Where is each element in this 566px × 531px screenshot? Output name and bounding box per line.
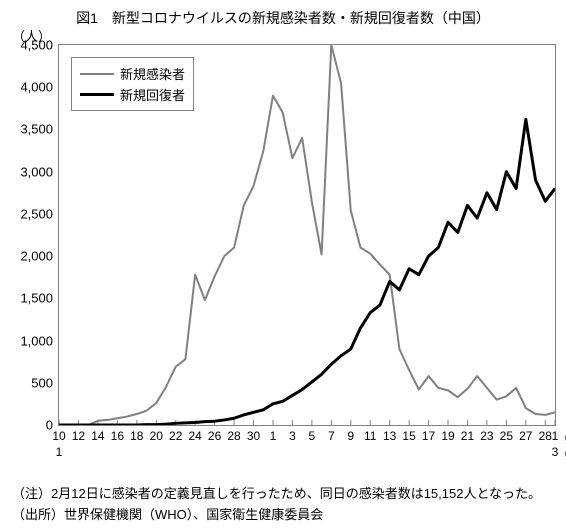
x-month-label: 1	[56, 445, 63, 459]
x-tick-label: 27	[519, 429, 532, 443]
x-tick-label: 1	[552, 429, 559, 443]
x-tick-label: 28	[539, 429, 552, 443]
legend-box: 新規感染者新規回復者	[71, 57, 194, 111]
y-tick-label: 3,500	[20, 122, 53, 137]
y-tick-label: 1,500	[20, 291, 53, 306]
x-tick-label: 15	[402, 429, 415, 443]
x-tick-label: 5	[309, 429, 316, 443]
note-line: （出所）世界保健機関（WHO）、国家衛生健康委員会	[12, 505, 541, 526]
chart-title: 図1 新型コロナウイルスの新規感染者数・新規回復者数（中国）	[0, 8, 566, 28]
x-tick-label: 10	[52, 429, 65, 443]
x-tick-label: 18	[130, 429, 143, 443]
x-tick-label: 7	[328, 429, 335, 443]
legend-label: 新規回復者	[120, 85, 185, 104]
x-tick-label: 13	[383, 429, 396, 443]
plot-area: 新規感染者新規回復者 （日） （月） 05001,0001,5002,0002,…	[58, 44, 556, 426]
x-tick-label: 22	[169, 429, 182, 443]
chart-notes: （注）2月12日に感染者の定義見直しを行ったため、同日の感染者数は15,152人…	[12, 484, 541, 526]
x-tick-label: 25	[500, 429, 513, 443]
x-month-label: 3	[552, 445, 559, 459]
x-tick-label: 17	[422, 429, 435, 443]
x-tick-label: 23	[480, 429, 493, 443]
note-line: （注）2月12日に感染者の定義見直しを行ったため、同日の感染者数は15,152人…	[12, 484, 541, 505]
x-tick-label: 19	[441, 429, 454, 443]
x-tick-label: 30	[247, 429, 260, 443]
x-tick-label: 12	[72, 429, 85, 443]
x-tick-label: 24	[188, 429, 201, 443]
y-tick-label: 500	[31, 375, 53, 390]
y-tick-label: 4,000	[20, 80, 53, 95]
x-tick-label: 20	[150, 429, 163, 443]
legend-item: 新規回復者	[80, 85, 185, 104]
x-tick-label: 26	[208, 429, 221, 443]
y-tick-label: 2,000	[20, 249, 53, 264]
x-tick-label: 1	[270, 429, 277, 443]
x-tick-label: 11	[364, 429, 376, 443]
x-tick-label: 21	[461, 429, 474, 443]
y-tick-label: 3,000	[20, 164, 53, 179]
x-tick-label: 3	[289, 429, 296, 443]
legend-label: 新規感染者	[120, 64, 185, 83]
legend-swatch	[80, 73, 114, 75]
x-tick-label: 14	[91, 429, 104, 443]
y-tick-label: 4,500	[20, 38, 53, 53]
x-tick-label: 16	[111, 429, 124, 443]
legend-swatch	[80, 93, 114, 96]
y-tick-label: 1,000	[20, 333, 53, 348]
legend-item: 新規感染者	[80, 64, 185, 83]
x-tick-label: 9	[347, 429, 354, 443]
y-tick-label: 2,500	[20, 206, 53, 221]
x-tick-label: 28	[227, 429, 240, 443]
